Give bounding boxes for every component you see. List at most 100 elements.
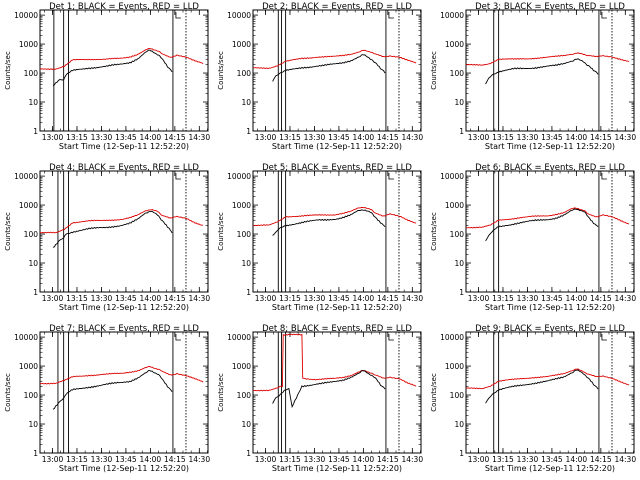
y-tick-label: 100: [450, 230, 465, 239]
x-axis-label: Start Time (12-Sep-11 12:52:20): [59, 303, 189, 312]
x-tick-label: 13:45: [328, 455, 350, 464]
panel-data: [40, 10, 204, 131]
x-tick-label: 13:15: [66, 455, 88, 464]
x-tick-label: 13:15: [492, 294, 514, 303]
y-tick-label: 100: [24, 69, 39, 78]
y-tick-label: 1000: [232, 201, 251, 210]
x-axis-label: Start Time (12-Sep-11 12:52:20): [272, 303, 402, 312]
x-tick-label: 13:45: [541, 294, 563, 303]
x-tick-label: 13:30: [91, 133, 113, 142]
y-tick-label: 10000: [227, 172, 251, 181]
y-tick-label: 1: [459, 449, 464, 458]
y-tick-label: 1000: [232, 362, 251, 371]
events-series-line: [272, 370, 386, 409]
x-tick-label: 13:00: [255, 294, 277, 303]
y-axis-label: Counts/sec: [217, 373, 225, 412]
y-tick-label: 1: [246, 127, 251, 136]
x-tick-label: 13:15: [279, 455, 301, 464]
x-tick-label: 14:15: [164, 133, 186, 142]
lld-series-line: [253, 333, 417, 392]
plot-frame: [465, 9, 635, 132]
plot-frame: [39, 9, 209, 132]
lld-series-line: [253, 49, 417, 70]
x-tick-label: 14:00: [353, 455, 375, 464]
y-axis-label: Counts/sec: [4, 51, 12, 90]
detector-panel-2: Det 2; BLACK = Events, RED = LLD 1 10 100 10…: [217, 2, 423, 151]
corner-marker: [388, 12, 394, 19]
x-tick-label: 13:30: [91, 294, 113, 303]
x-tick-label: 13:45: [541, 133, 563, 142]
y-tick-label: 100: [237, 69, 252, 78]
x-tick-label: 14:30: [188, 294, 210, 303]
y-tick-label: 100: [237, 230, 252, 239]
corner-marker: [388, 173, 394, 180]
y-axis-label: Counts/sec: [430, 212, 438, 251]
lld-series-line: [466, 368, 630, 390]
y-tick-label: 10000: [440, 172, 464, 181]
panel-data: [253, 171, 417, 292]
y-tick-label: 100: [450, 391, 465, 400]
panel-title: Det 3; BLACK = Events, RED = LLD: [475, 2, 625, 12]
y-axis-label: Counts/sec: [217, 212, 225, 251]
y-tick-label: 1000: [19, 40, 38, 49]
lld-series-line: [40, 47, 204, 71]
plot-frame: [39, 331, 209, 454]
x-axis-label: Start Time (12-Sep-11 12:52:20): [272, 464, 402, 473]
y-tick-label: 1: [246, 288, 251, 297]
y-axis-label: Counts/sec: [430, 373, 438, 412]
detector-panel-1: Det 1; BLACK = Events, RED = LLD 1 10 100 10…: [4, 2, 210, 151]
y-tick-label: 1: [33, 127, 38, 136]
panel-data: [40, 332, 204, 453]
x-tick-label: 14:00: [566, 294, 588, 303]
x-tick-label: 14:15: [377, 133, 399, 142]
y-tick-label: 1: [246, 449, 251, 458]
x-axis-label: Start Time (12-Sep-11 12:52:20): [485, 464, 615, 473]
x-tick-label: 13:45: [328, 133, 350, 142]
x-tick-label: 14:00: [353, 294, 375, 303]
y-tick-label: 100: [24, 230, 39, 239]
panel-data: [253, 10, 417, 131]
x-axis-label: Start Time (12-Sep-11 12:52:20): [59, 464, 189, 473]
panel-title: Det 1; BLACK = Events, RED = LLD: [49, 2, 199, 12]
x-tick-label: 14:15: [164, 294, 186, 303]
x-tick-label: 13:00: [42, 455, 64, 464]
corner-marker: [601, 12, 607, 19]
plot-frame: [465, 331, 635, 454]
x-tick-label: 14:15: [164, 455, 186, 464]
plot-frame: [252, 331, 422, 454]
y-tick-label: 10: [28, 420, 38, 429]
x-tick-label: 14:15: [377, 294, 399, 303]
y-tick-label: 10: [454, 259, 464, 268]
x-tick-label: 13:00: [468, 455, 490, 464]
y-tick-label: 10000: [14, 172, 38, 181]
y-tick-label: 10: [28, 259, 38, 268]
x-tick-label: 13:00: [468, 294, 490, 303]
y-axis-label: Counts/sec: [430, 51, 438, 90]
x-tick-label: 14:30: [401, 455, 423, 464]
x-tick-label: 13:30: [304, 455, 326, 464]
x-tick-label: 13:30: [304, 294, 326, 303]
x-tick-label: 13:45: [541, 455, 563, 464]
detector-panel-9: Det 9; BLACK = Events, RED = LLD 1 10 100 10…: [430, 324, 636, 473]
plot-frame: [39, 170, 209, 293]
detector-panel-7: Det 7; BLACK = Events, RED = LLD 1 10 100 10…: [4, 324, 210, 473]
plot-frame: [252, 170, 422, 293]
events-series-line: [272, 54, 386, 82]
x-tick-label: 13:15: [66, 294, 88, 303]
x-tick-label: 13:15: [66, 133, 88, 142]
y-tick-label: 1000: [19, 201, 38, 210]
panel-title: Det 6; BLACK = Events, RED = LLD: [475, 163, 625, 173]
x-tick-label: 13:30: [517, 133, 539, 142]
y-tick-label: 10: [241, 259, 251, 268]
corner-marker: [388, 334, 394, 341]
x-tick-label: 14:30: [614, 294, 636, 303]
y-tick-label: 100: [24, 391, 39, 400]
detector-panel-6: Det 6; BLACK = Events, RED = LLD 1 10 100 10…: [430, 163, 636, 312]
y-tick-label: 1: [459, 288, 464, 297]
events-series-line: [272, 209, 386, 236]
y-tick-label: 100: [237, 391, 252, 400]
x-tick-label: 13:15: [492, 455, 514, 464]
y-tick-label: 1000: [445, 40, 464, 49]
x-axis-label: Start Time (12-Sep-11 12:52:20): [272, 142, 402, 151]
